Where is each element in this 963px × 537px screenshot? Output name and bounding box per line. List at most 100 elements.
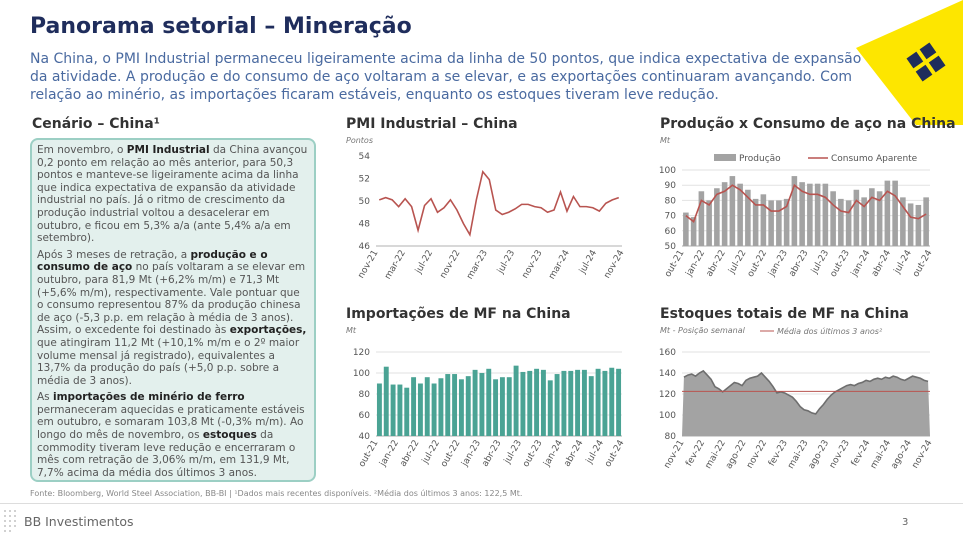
bar [397,384,403,436]
bar [869,188,875,246]
y-tick-label: 46 [359,242,371,252]
bar [845,200,852,246]
x-tick-label: nov-22 [745,439,769,471]
y-tick-label: 60 [359,411,371,421]
bar [575,369,581,436]
bar [861,197,867,246]
bar [554,374,560,436]
bar [513,365,519,436]
x-tick-label: jan-24 [849,248,873,279]
x-tick-label: nov-21 [662,439,686,471]
x-tick-label: nov-23 [828,439,852,471]
bar [527,370,533,436]
x-tick-label: abr-24 [562,438,585,468]
bar [884,180,891,246]
bar [876,191,883,246]
x-tick-label: out-23 [829,249,852,280]
footer-divider [0,503,963,504]
y-tick-label: 80 [665,432,677,442]
stocks-chart: 80100120140160nov-21fev-22mai-22ago-22no… [659,326,935,471]
x-tick-label: out-24 [603,438,627,469]
x-tick-label: mar-24 [547,248,572,281]
imports-chart-unit: Mt [346,326,357,335]
bar [431,383,437,436]
bar [376,383,382,436]
pmi-chart-title: PMI Industrial – China [346,116,518,132]
y-tick-label: 60 [665,227,677,237]
y-tick-label: 54 [359,152,371,162]
x-tick-label: nov-24 [910,438,934,470]
bar [561,370,567,436]
x-tick-label: out-21 [663,249,686,280]
bar [737,183,743,246]
bar [721,182,728,246]
y-tick-label: 100 [659,411,676,421]
series-line [683,369,929,415]
x-tick-label: jul-22 [413,249,435,277]
bar [479,373,485,436]
y-tick-label: 80 [665,196,677,206]
footer-brand: BB Investimentos [24,514,134,529]
bar [915,204,922,246]
bar [776,200,782,246]
bar [752,198,759,246]
legend-swatch-bar [714,154,736,161]
x-tick-label: jul-23 [502,439,524,467]
dots-pattern-icon [4,510,16,532]
series-line [685,183,927,223]
y-tick-label: 140 [659,369,676,379]
bar [568,370,574,436]
bar [838,198,844,246]
bar [417,383,423,436]
bar [486,368,492,436]
bar [690,217,697,246]
x-tick-label: out-22 [439,439,462,470]
scenario-paragraph-3: As importações de minério de ferro perma… [37,391,305,479]
x-tick-label: out-24 [911,248,935,279]
x-tick-label: out-22 [746,249,769,280]
area-fill [682,370,930,436]
bar [534,368,540,436]
x-tick-label: jan-22 [684,249,707,279]
x-tick-label: abr-22 [705,249,728,279]
x-tick-label: abr-22 [398,439,421,469]
x-tick-label: jul-23 [809,249,831,277]
bar [814,183,821,246]
bar [452,374,458,436]
page-subtitle: Na China, o PMI Industrial permaneceu li… [30,51,862,103]
y-tick-label: 160 [659,348,676,358]
bar [760,194,767,246]
x-tick-label: abr-23 [480,439,503,469]
bar [745,189,751,246]
y-tick-label: 120 [353,348,370,358]
bar [588,376,594,436]
bar [438,378,444,436]
bar [923,197,929,246]
bar [791,176,798,246]
x-tick-label: jan-23 [767,249,790,279]
x-tick-label: nov-23 [520,249,544,281]
bar [411,377,417,436]
x-tick-label: out-23 [521,439,544,470]
bar [540,369,546,436]
stocks-chart-unit: Mt - Posição semanal [660,326,745,335]
y-tick-label: 80 [359,390,371,400]
scenario-heading: Cenário – China¹ [32,116,160,132]
x-tick-label: abr-24 [870,248,893,278]
bar [581,369,587,436]
page-number: 3 [902,517,909,528]
y-tick-label: 40 [359,432,371,442]
bar [383,366,389,436]
y-tick-label: 52 [359,175,370,185]
bar [595,368,601,436]
x-tick-label: jan-22 [378,439,401,469]
x-tick-label: jul-22 [420,439,442,467]
x-tick-label: out-21 [357,439,380,470]
scenario-paragraph-2: Após 3 meses de retração, a produção e o… [37,248,307,387]
y-tick-label: 50 [359,197,371,207]
series-line [378,169,620,238]
legend-label: Produção [739,154,781,164]
pmi-chart: 46 48 50 52 54 nov-21 mar-22 jul-22 nov-22 mar-23… [356,152,626,281]
